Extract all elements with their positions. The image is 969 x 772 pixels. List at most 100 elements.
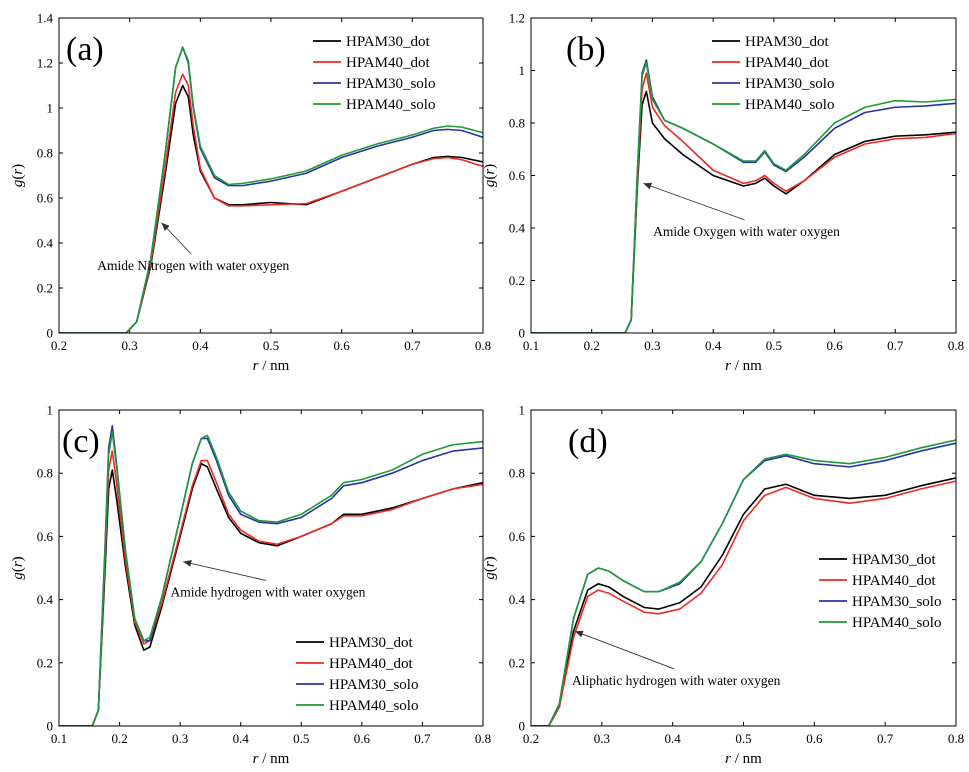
x-tick-label: 0.3 [594, 731, 610, 746]
y-tick-label: 0.2 [509, 655, 525, 670]
x-tick-label: 0.6 [806, 731, 823, 746]
annotation-label: Aliphatic hydrogen with water oxygen [572, 673, 781, 688]
x-tick-label: 0.5 [263, 338, 279, 353]
y-tick-label: 0.8 [37, 466, 53, 481]
annotation-arrowhead [574, 630, 584, 638]
annotation-label: Amide Nitrogen with water oxygen [97, 258, 289, 273]
x-tick-label: 0.5 [766, 338, 782, 353]
x-tick-label: 0.8 [948, 338, 964, 353]
y-axis-label: g(r) [482, 556, 498, 579]
y-tick-label: 0.6 [37, 191, 54, 206]
series-line-hpam40-solo [59, 46, 483, 333]
annotation-arrow [183, 561, 267, 581]
legend-label: HPAM40_dot [346, 55, 430, 71]
x-tick-label: 0.3 [122, 338, 138, 353]
plot-frame [530, 409, 957, 727]
series-line-hpam30-dot [59, 462, 483, 726]
legend-label: HPAM40_dot [745, 55, 829, 71]
x-tick-label: 0.6 [826, 338, 843, 353]
y-tick-label: 1 [519, 403, 526, 418]
y-tick-label: 1 [47, 403, 54, 418]
x-tick-label: 0.7 [404, 338, 421, 353]
x-axis-label: r / nm [253, 358, 290, 374]
x-tick-label: 0.5 [735, 731, 751, 746]
series-line-hpam40-dot [59, 450, 483, 726]
legend-label: HPAM30_dot [852, 552, 936, 568]
panel-label: (b) [566, 31, 606, 68]
annotation-label: Amide Oxygen with water oxygen [653, 224, 840, 239]
x-tick-label: 0.4 [665, 731, 682, 746]
x-tick-label: 0.1 [51, 731, 67, 746]
series-line-hpam40-solo [59, 431, 483, 726]
x-tick-label: 0.2 [523, 731, 539, 746]
y-tick-label: 0 [519, 719, 526, 734]
y-tick-label: 1.2 [37, 56, 53, 71]
x-tick-label: 0.8 [948, 731, 964, 746]
x-tick-label: 0.5 [293, 731, 309, 746]
panel-label: (d) [568, 423, 608, 460]
x-tick-label: 0.2 [111, 731, 127, 746]
x-tick-label: 0.8 [475, 338, 491, 353]
x-tick-label: 0.1 [523, 338, 539, 353]
x-axis-label: r / nm [253, 751, 290, 767]
y-tick-label: 0.2 [37, 655, 53, 670]
series-line-hpam40-dot [59, 73, 483, 333]
x-tick-label: 0.2 [51, 338, 67, 353]
series-line-hpam40-solo [531, 61, 956, 333]
x-tick-label: 0.4 [233, 731, 250, 746]
y-tick-label: 1.4 [37, 11, 54, 26]
legend-label: HPAM40_solo [852, 615, 941, 631]
y-tick-label: 0.8 [37, 146, 53, 161]
legend-label: HPAM40_solo [346, 97, 435, 113]
y-tick-label: 0.6 [37, 529, 54, 544]
y-tick-label: 1.2 [509, 11, 525, 26]
y-axis-label: g(r) [10, 556, 26, 579]
x-tick-label: 0.6 [354, 731, 371, 746]
panel-a: 0.2 0.3 0.4 0.5 0.6 0.7 0.800.20.40.60.811.21.… [10, 11, 491, 375]
series-line-hpam40-solo [531, 439, 956, 726]
panel-c: 0.1 0.2 0.3 0.4 0.5 0.6 0.7 0.8 0 0.2 0.4 0.6 0.8 1 r … [10, 403, 491, 768]
legend-label: HPAM40_dot [329, 656, 413, 672]
legend-label: HPAM40_solo [745, 97, 834, 113]
panel-label: (c) [62, 423, 100, 460]
plot-frame [58, 17, 484, 334]
y-tick-label: 1 [47, 101, 54, 116]
x-tick-label: 0.3 [172, 731, 188, 746]
y-tick-label: 0 [519, 326, 526, 341]
legend-label: HPAM30_dot [329, 635, 413, 651]
panel-b: 0.1 0.2 0.3 0.4 0.5 0.6 0.7 0.8 0 0.2 0.4 0.6 0.8 1 1.… [482, 11, 964, 375]
y-tick-label: 0.2 [37, 281, 53, 296]
y-tick-label: 0.2 [509, 273, 525, 288]
annotation-arrow [643, 182, 745, 221]
x-tick-label: 0.8 [475, 731, 491, 746]
plot-frame [530, 17, 957, 334]
legend-label: HPAM40_solo [329, 698, 418, 714]
legend-label: HPAM30_solo [329, 677, 418, 693]
y-tick-label: 0.4 [509, 592, 526, 607]
y-tick-label: 0.6 [509, 529, 526, 544]
y-axis-label: g(r) [10, 164, 26, 187]
y-axis-label: g(r) [482, 164, 498, 187]
x-axis-label: r / nm [725, 358, 762, 374]
legend-label: HPAM30_solo [852, 594, 941, 610]
legend-label: HPAM30_solo [346, 76, 435, 92]
x-tick-label: 0.3 [644, 338, 660, 353]
plot-frame [58, 409, 484, 727]
y-tick-label: 0.8 [509, 466, 525, 481]
annotation-arrow [574, 630, 675, 670]
series-line-hpam40-dot [531, 480, 956, 726]
legend-label: HPAM30_dot [346, 34, 430, 50]
series-line-hpam30-solo [59, 425, 483, 726]
x-tick-label: 0.7 [877, 731, 894, 746]
panel-label: (a) [66, 31, 104, 68]
legend-label: HPAM30_dot [745, 34, 829, 50]
x-axis-label: r / nm [725, 751, 762, 767]
y-tick-label: 0.4 [37, 236, 54, 251]
y-tick-label: 1 [519, 63, 526, 78]
panel-d: 0.2 0.3 0.4 0.5 0.6 0.7 0.800.20.40.60.81r / n… [482, 403, 964, 768]
x-tick-label: 0.7 [887, 338, 904, 353]
y-tick-label: 0 [47, 719, 54, 734]
y-tick-label: 0 [47, 326, 54, 341]
y-tick-label: 0.4 [509, 221, 526, 236]
